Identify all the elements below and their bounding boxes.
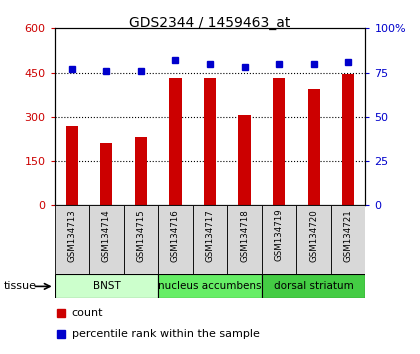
- Bar: [227, 205, 262, 274]
- Bar: [273, 79, 285, 205]
- Bar: [262, 274, 365, 298]
- Bar: [123, 205, 158, 274]
- Text: GSM134721: GSM134721: [344, 209, 353, 262]
- Text: GSM134720: GSM134720: [309, 209, 318, 262]
- Text: GSM134714: GSM134714: [102, 209, 111, 262]
- Text: dorsal striatum: dorsal striatum: [274, 281, 354, 291]
- Bar: [55, 274, 158, 298]
- Text: BNST: BNST: [92, 281, 120, 291]
- Bar: [66, 126, 78, 205]
- Bar: [239, 115, 251, 205]
- Bar: [169, 79, 181, 205]
- Bar: [342, 74, 354, 205]
- Text: GSM134716: GSM134716: [171, 209, 180, 262]
- Text: GSM134715: GSM134715: [136, 209, 145, 262]
- Text: count: count: [72, 308, 103, 318]
- Text: percentile rank within the sample: percentile rank within the sample: [72, 329, 260, 339]
- Bar: [135, 137, 147, 205]
- Text: tissue: tissue: [4, 281, 37, 291]
- Text: nucleus accumbens: nucleus accumbens: [158, 281, 262, 291]
- Text: GDS2344 / 1459463_at: GDS2344 / 1459463_at: [129, 16, 291, 30]
- Bar: [100, 143, 113, 205]
- Bar: [262, 205, 297, 274]
- Bar: [307, 89, 320, 205]
- Bar: [193, 205, 227, 274]
- Bar: [55, 205, 89, 274]
- Bar: [158, 274, 262, 298]
- Text: GSM134719: GSM134719: [275, 209, 284, 261]
- Bar: [89, 205, 123, 274]
- Text: GSM134717: GSM134717: [205, 209, 215, 262]
- Bar: [297, 205, 331, 274]
- Bar: [331, 205, 365, 274]
- Text: GSM134718: GSM134718: [240, 209, 249, 262]
- Bar: [158, 205, 193, 274]
- Bar: [204, 79, 216, 205]
- Text: GSM134713: GSM134713: [67, 209, 76, 262]
